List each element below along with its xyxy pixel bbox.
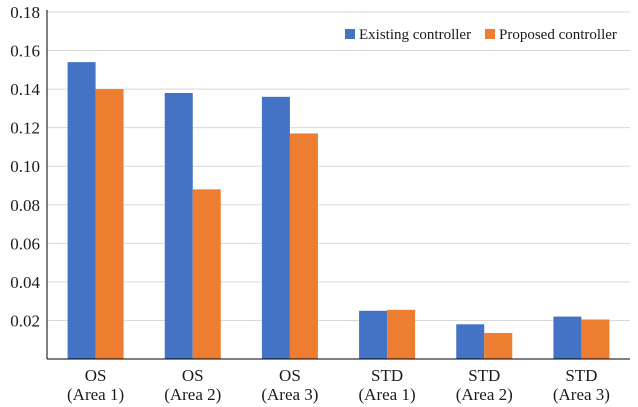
- legend-label: Existing controller: [359, 27, 471, 43]
- x-category-label: OS: [182, 366, 204, 385]
- y-tick-label: 0.08: [10, 196, 40, 215]
- y-tick-label: 0.06: [10, 234, 40, 253]
- y-tick-label: 0.18: [10, 3, 40, 22]
- x-category-label: STD: [468, 366, 500, 385]
- bar-existing-controller: [261, 96, 290, 360]
- y-tick-label: 0.16: [10, 42, 40, 61]
- bars: [67, 62, 610, 360]
- bar-existing-controller: [67, 62, 96, 359]
- axes: [46, 10, 630, 360]
- bar-existing-controller: [553, 316, 582, 359]
- gridlines: [47, 11, 630, 321]
- bar-existing-controller: [456, 324, 485, 359]
- x-category-labels: OS(Area 1)OS(Area 2)OS(Area 3)STD(Area 1…: [67, 366, 610, 404]
- x-category-label: STD: [371, 366, 403, 385]
- y-tick-label: 0.02: [10, 311, 40, 330]
- bar-proposed-controller: [581, 319, 610, 359]
- legend-swatch: [485, 29, 495, 39]
- y-tick-label: 0.14: [10, 80, 40, 99]
- bar-proposed-controller: [289, 133, 318, 359]
- x-category-label: (Area 3): [553, 385, 610, 404]
- bar-proposed-controller: [95, 89, 124, 359]
- bar-proposed-controller: [387, 309, 416, 359]
- x-category-label: OS: [85, 366, 107, 385]
- legend-swatch: [345, 29, 355, 39]
- x-category-label: (Area 3): [261, 385, 318, 404]
- x-category-label: OS: [279, 366, 301, 385]
- x-category-label: (Area 1): [67, 385, 124, 404]
- legend-label: Proposed controller: [499, 27, 617, 43]
- bar-existing-controller: [164, 92, 193, 359]
- x-category-label: STD: [565, 366, 597, 385]
- x-category-label: (Area 2): [456, 385, 513, 404]
- y-tick-label: 0.04: [10, 273, 40, 292]
- bar-proposed-controller: [192, 189, 221, 359]
- y-tick-label: 0.10: [10, 157, 40, 176]
- bar-proposed-controller: [484, 332, 513, 359]
- y-tick-label: 0.12: [10, 119, 40, 138]
- x-category-label: (Area 1): [359, 385, 416, 404]
- bar-existing-controller: [359, 310, 388, 359]
- legend: Existing controller Proposed controller: [345, 27, 617, 43]
- x-category-label: (Area 2): [164, 385, 221, 404]
- y-tick-labels: 0.02 0.04 0.06 0.08 0.10 0.12 0.14 0.16 0.18: [10, 3, 40, 330]
